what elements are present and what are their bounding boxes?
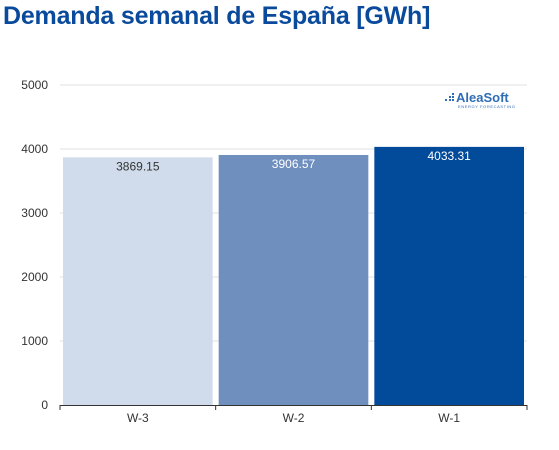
bar-w-3: [63, 157, 213, 405]
data-labels: 3869.15 3906.57 4033.31: [116, 149, 471, 174]
data-label: 3906.57: [272, 157, 316, 171]
x-tick-label: W-1: [438, 411, 460, 425]
bars: [63, 146, 524, 405]
x-tick-label: W-3: [127, 411, 149, 425]
y-tick-label: 1000: [21, 334, 48, 348]
y-axis-tick-labels: 0 1000 2000 3000 4000 5000: [21, 78, 48, 412]
watermark-brand: AleaSoft: [456, 90, 509, 105]
aleasoft-logo-icon: [445, 93, 454, 101]
bar-w-1: [374, 146, 524, 405]
y-tick-label: 0: [41, 398, 48, 412]
aleasoft-watermark: AleaSoft ENERGY FORECASTING: [445, 90, 516, 109]
watermark-tagline: ENERGY FORECASTING: [458, 104, 516, 109]
x-axis-tick-labels: W-3 W-2 W-1: [127, 411, 460, 425]
x-axis: [59, 405, 528, 410]
bar-w-2: [218, 154, 369, 405]
y-tick-label: 4000: [21, 142, 48, 156]
y-tick-label: 2000: [21, 270, 48, 284]
data-label: 3869.15: [116, 159, 160, 173]
y-tick-label: 3000: [21, 206, 48, 220]
chart-title: Demanda semanal de España [GWh]: [3, 2, 431, 30]
y-tick-label: 5000: [21, 78, 48, 92]
x-tick-label: W-2: [283, 411, 305, 425]
data-label: 4033.31: [427, 149, 471, 163]
